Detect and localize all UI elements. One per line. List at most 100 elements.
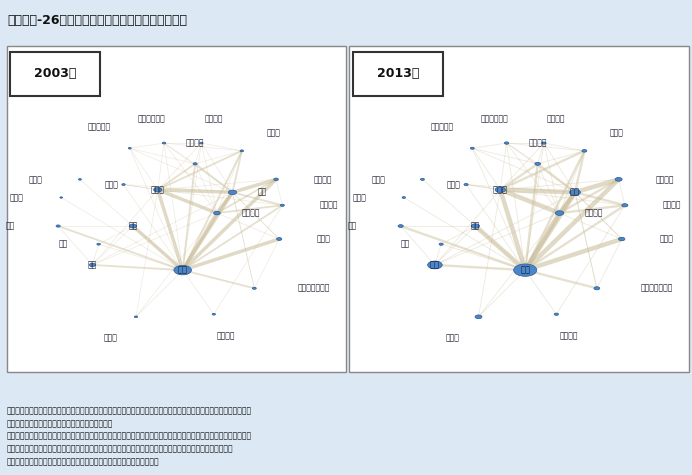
Text: 中国: 中国	[88, 260, 97, 269]
Circle shape	[398, 225, 403, 228]
Circle shape	[622, 204, 628, 207]
Circle shape	[615, 178, 622, 181]
Circle shape	[274, 178, 278, 180]
Text: トルコ: トルコ	[371, 175, 385, 184]
Text: スペイン: スペイン	[320, 201, 338, 210]
Text: ロシア: ロシア	[104, 180, 118, 189]
Circle shape	[555, 211, 564, 215]
Text: インド: インド	[446, 333, 459, 342]
Text: オーストラリア: オーストラリア	[298, 284, 330, 293]
Circle shape	[471, 147, 474, 149]
Text: スウェーデン: スウェーデン	[480, 114, 508, 123]
Circle shape	[535, 162, 540, 165]
Circle shape	[200, 142, 203, 144]
Circle shape	[154, 188, 162, 192]
Circle shape	[439, 243, 444, 245]
Circle shape	[421, 178, 424, 180]
Circle shape	[277, 238, 282, 240]
Text: 第１－１-26図／論文と国際共著論文の動向の変化: 第１－１-26図／論文と国際共著論文の動向の変化	[7, 14, 187, 27]
Circle shape	[174, 266, 192, 275]
Text: イタリア: イタリア	[313, 175, 332, 184]
Circle shape	[513, 264, 537, 276]
Circle shape	[134, 316, 138, 318]
FancyBboxPatch shape	[353, 51, 443, 96]
Circle shape	[475, 315, 482, 319]
Text: オランダ: オランダ	[186, 138, 204, 147]
Text: 日本: 日本	[128, 221, 138, 230]
Circle shape	[464, 183, 468, 186]
Text: フランス: フランス	[242, 209, 260, 218]
Circle shape	[582, 150, 587, 152]
Text: ポーランド: ポーランド	[430, 123, 454, 132]
Text: イラン: イラン	[352, 193, 367, 202]
Text: 台湾: 台湾	[58, 240, 67, 249]
Text: インド: インド	[103, 333, 118, 342]
Circle shape	[554, 313, 558, 315]
Circle shape	[253, 287, 256, 289]
Text: 資料：エルゼビア社スコーパスに基づいて科学技術・学術政策研究所作成: 資料：エルゼビア社スコーパスに基づいて科学技術・学術政策研究所作成	[7, 457, 160, 466]
Circle shape	[78, 179, 82, 180]
Text: 2003年: 2003年	[34, 67, 77, 80]
Circle shape	[594, 287, 600, 290]
Circle shape	[402, 197, 406, 199]
Text: イラン: イラン	[10, 193, 24, 202]
Text: カナダ: カナダ	[316, 235, 331, 244]
Text: ３．整数カウントにより求めている。中国の論文数が増加し、欧米諸国の国際共著関係が強化している。: ３．整数カウントにより求めている。中国の論文数が増加し、欧米諸国の国際共著関係が…	[7, 445, 233, 454]
Text: ブラジル: ブラジル	[217, 331, 235, 340]
Text: 韓国: 韓国	[348, 221, 357, 230]
Circle shape	[89, 263, 95, 266]
Text: 米国: 米国	[178, 266, 188, 275]
Text: スペイン: スペイン	[662, 201, 681, 210]
Text: 韓国: 韓国	[6, 221, 15, 230]
Circle shape	[495, 187, 505, 192]
Circle shape	[212, 314, 215, 315]
Circle shape	[128, 147, 131, 149]
Text: オーストラリア: オーストラリア	[641, 284, 673, 293]
Circle shape	[60, 197, 62, 198]
Circle shape	[162, 142, 166, 144]
Circle shape	[428, 261, 442, 269]
Text: ベルギー: ベルギー	[547, 114, 565, 123]
Text: カナダ: カナダ	[659, 235, 673, 244]
FancyBboxPatch shape	[10, 51, 100, 96]
Circle shape	[542, 142, 546, 144]
Circle shape	[56, 225, 60, 227]
Text: スイス: スイス	[610, 129, 623, 137]
Text: トルコ: トルコ	[28, 175, 43, 184]
Text: イタリア: イタリア	[656, 175, 675, 184]
FancyBboxPatch shape	[7, 46, 346, 372]
Text: 日本: 日本	[471, 221, 480, 230]
Text: ドイツ: ドイツ	[151, 185, 165, 194]
Circle shape	[129, 224, 136, 228]
Circle shape	[240, 150, 244, 152]
Circle shape	[280, 204, 284, 206]
Text: 2013年: 2013年	[376, 67, 419, 80]
Text: 台湾: 台湾	[401, 240, 410, 249]
Text: 表録に含まれる論文等）の数を示している。: 表録に含まれる論文等）の数を示している。	[7, 419, 113, 428]
Circle shape	[570, 190, 581, 195]
Circle shape	[228, 190, 237, 195]
Text: ドイツ: ドイツ	[493, 185, 508, 194]
FancyBboxPatch shape	[349, 46, 689, 372]
Circle shape	[122, 184, 125, 185]
Text: フランス: フランス	[584, 209, 603, 218]
Text: スウェーデン: スウェーデン	[138, 114, 165, 123]
Text: スイス: スイス	[267, 129, 281, 137]
Circle shape	[97, 243, 100, 245]
Circle shape	[619, 238, 625, 241]
Circle shape	[471, 224, 480, 228]
Text: ロシア: ロシア	[446, 180, 461, 189]
Circle shape	[504, 142, 509, 144]
Text: 英国: 英国	[570, 188, 580, 197]
Text: 中国: 中国	[430, 260, 440, 269]
Circle shape	[214, 211, 220, 215]
Text: ベルギー: ベルギー	[205, 114, 223, 123]
Text: 注：１．各国の中心点は両時点で固定である。各国の円の大きさは当該国の科学論文（学術誌掲載論文や国際会議の発: 注：１．各国の中心点は両時点で固定である。各国の円の大きさは当該国の科学論文（学…	[7, 406, 252, 415]
Text: オランダ: オランダ	[529, 138, 547, 147]
Text: ブラジル: ブラジル	[560, 331, 578, 340]
Text: ポーランド: ポーランド	[88, 123, 111, 132]
Text: 米国: 米国	[520, 266, 530, 275]
Text: ２．国間の線は、当該国を含む国際共著論文数を示しており、線の太さは国際共著論文数の多さにより太くなる。: ２．国間の線は、当該国を含む国際共著論文数を示しており、線の太さは国際共著論文数…	[7, 432, 252, 441]
Circle shape	[193, 163, 197, 165]
Text: 英国: 英国	[257, 188, 266, 197]
